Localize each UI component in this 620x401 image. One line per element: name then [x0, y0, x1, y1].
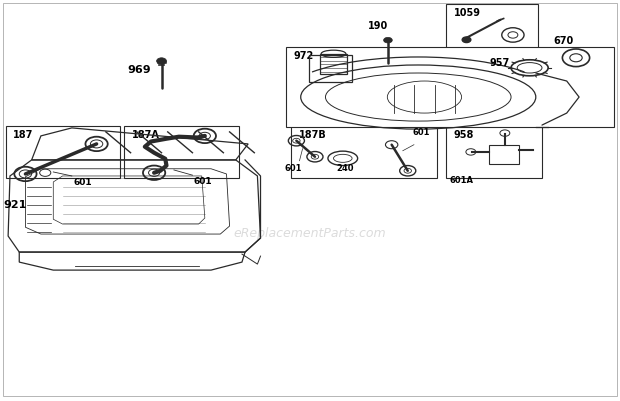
Text: 957: 957	[489, 57, 510, 67]
Text: 921: 921	[4, 200, 27, 209]
Bar	[291, 127, 437, 178]
Text: 670: 670	[554, 36, 574, 46]
Circle shape	[157, 59, 167, 65]
Text: 601: 601	[74, 177, 92, 186]
Bar	[446, 127, 542, 178]
Bar	[125, 127, 239, 178]
Text: 187A: 187A	[132, 130, 160, 140]
Text: 601: 601	[284, 163, 301, 172]
Text: 187B: 187B	[299, 130, 327, 140]
Text: 969: 969	[128, 65, 151, 75]
Circle shape	[462, 38, 471, 43]
Bar	[446, 5, 538, 49]
Text: 190: 190	[368, 21, 388, 31]
Text: 601A: 601A	[449, 176, 473, 185]
Text: 601: 601	[193, 176, 212, 186]
Text: 187: 187	[13, 130, 33, 140]
Bar	[489, 145, 519, 164]
Bar	[320, 55, 347, 75]
Circle shape	[384, 38, 392, 44]
Text: 240: 240	[337, 163, 354, 172]
Text: 1059: 1059	[453, 8, 480, 18]
Text: 601: 601	[412, 128, 430, 137]
Text: 972: 972	[294, 51, 314, 61]
Text: 958: 958	[453, 130, 474, 140]
Bar	[286, 48, 614, 128]
Text: eReplacementParts.com: eReplacementParts.com	[234, 226, 386, 239]
Bar	[6, 127, 120, 178]
